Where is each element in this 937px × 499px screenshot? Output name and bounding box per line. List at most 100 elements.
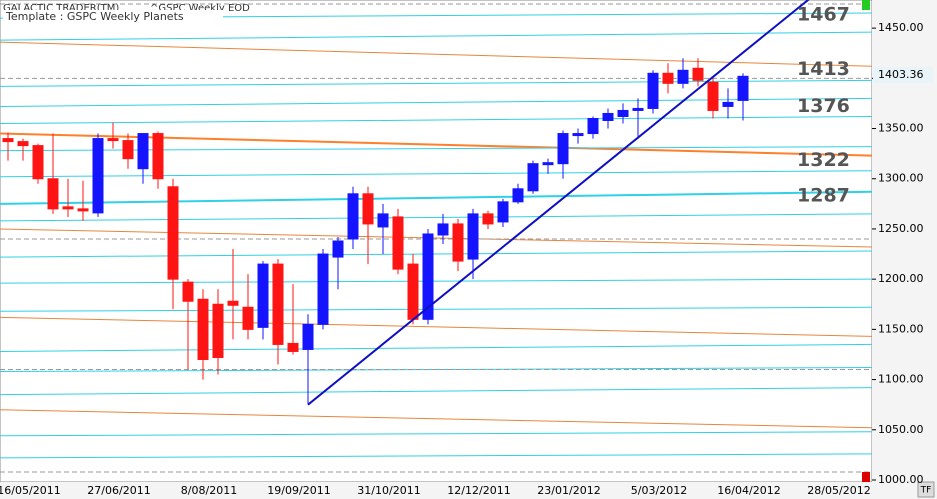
last-price-box [873, 66, 933, 83]
planet-line [0, 306, 873, 312]
candle-body [482, 213, 494, 225]
plot-area [0, 0, 873, 483]
candle-body [32, 145, 44, 180]
candle-body [587, 117, 599, 135]
level-label: 1322 [797, 149, 850, 171]
candle-body [227, 300, 239, 306]
candle-body [527, 163, 539, 192]
candle-body [617, 109, 629, 117]
candle-body [167, 186, 179, 280]
candle-body [317, 253, 329, 325]
planet-line [0, 31, 873, 41]
candle-body [647, 72, 659, 109]
candle-body [722, 101, 734, 107]
candle-body [2, 138, 14, 143]
x-tick-label: 16/04/2012 [717, 484, 780, 497]
candle-body [362, 193, 374, 225]
planet-line [0, 453, 873, 459]
x-tick-label: 12/12/2011 [447, 484, 510, 497]
planet-line [0, 409, 873, 429]
planet-line [0, 41, 873, 67]
x-tick-label: 28/05/2012 [807, 484, 870, 497]
candle-body [467, 213, 479, 260]
level-label: 1467 [797, 4, 850, 26]
candle-body [497, 201, 509, 223]
candle-body [572, 133, 584, 137]
candle-body [47, 178, 59, 210]
x-tick-label: 23/01/2012 [537, 484, 600, 497]
y-tick-label: 1150.00 [878, 322, 924, 335]
template: Template : GSPC Weekly Planets [5, 10, 184, 23]
tf-label[interactable]: TF [920, 486, 932, 496]
planet-line [0, 170, 873, 178]
candle-body [272, 263, 284, 345]
candle-body [602, 112, 614, 121]
last-price: 1403.36 [878, 68, 924, 81]
candle-body [542, 162, 554, 166]
candle-body [557, 133, 569, 165]
planet-line [0, 228, 873, 248]
planet-line [0, 190, 873, 205]
symbol: ^GSPC Weekly EOD [150, 3, 250, 14]
candle-body [347, 193, 359, 240]
x-tick-label: 19/09/2011 [267, 484, 330, 497]
template-box [3, 10, 223, 24]
candle-body [212, 303, 224, 358]
x-tick-label: 27/06/2011 [87, 484, 150, 497]
corner-marker [862, 472, 870, 482]
planet-line [0, 97, 873, 107]
header: GALACTIC TRADER(TM) [3, 3, 119, 14]
candle-body [302, 323, 314, 350]
corner-marker [862, 0, 870, 10]
candle-body [422, 233, 434, 320]
candle-body [737, 75, 749, 101]
planet-line [0, 213, 873, 222]
candle-body [182, 281, 194, 302]
candle-body [632, 107, 644, 111]
y-tick-label: 1450.00 [878, 21, 924, 34]
planet-line [0, 316, 873, 337]
trend-line [307, 0, 810, 406]
candle-body [62, 206, 74, 210]
candle-body [677, 69, 689, 84]
candle-body [197, 298, 209, 360]
candle-body [122, 140, 134, 160]
x-tick-label: 8/08/2011 [181, 484, 237, 497]
planet-line [0, 79, 873, 87]
y-tick-label: 1250.00 [878, 222, 924, 235]
candle-body [77, 208, 89, 212]
candle-body [707, 81, 719, 111]
candle-body [437, 223, 449, 236]
planet-line [0, 343, 873, 352]
candle-body [332, 240, 344, 258]
y-tick-label: 1350.00 [878, 122, 924, 135]
candle-body [257, 263, 269, 328]
x-tick-label: 16/05/2011 [0, 484, 61, 497]
x-tick-label: 31/10/2011 [357, 484, 420, 497]
level-label: 1413 [797, 58, 850, 80]
candle-body [92, 138, 104, 214]
planet-line [0, 278, 873, 284]
y-tick-label: 1050.00 [878, 423, 924, 436]
y-tick-label: 1100.00 [878, 373, 924, 386]
planet-line [0, 387, 873, 396]
y-tick-label: 1000.00 [878, 473, 924, 486]
candle-body [17, 141, 29, 147]
level-label: 1287 [797, 184, 850, 206]
candle-body [662, 72, 674, 84]
candle-body [512, 188, 524, 203]
planet-line [0, 431, 873, 437]
tf-button[interactable] [917, 481, 935, 498]
candle-body [152, 133, 164, 180]
y-tick-label: 1300.00 [878, 172, 924, 185]
candle-body [452, 223, 464, 262]
x-tick-label: 5/03/2012 [631, 484, 687, 497]
candle-body [392, 216, 404, 270]
axis-panel [0, 482, 872, 499]
planet-line [0, 115, 873, 125]
candle-body [107, 138, 119, 142]
candle-body [137, 133, 149, 170]
candle-body [242, 306, 254, 330]
y-tick-label: 1200.00 [878, 272, 924, 285]
